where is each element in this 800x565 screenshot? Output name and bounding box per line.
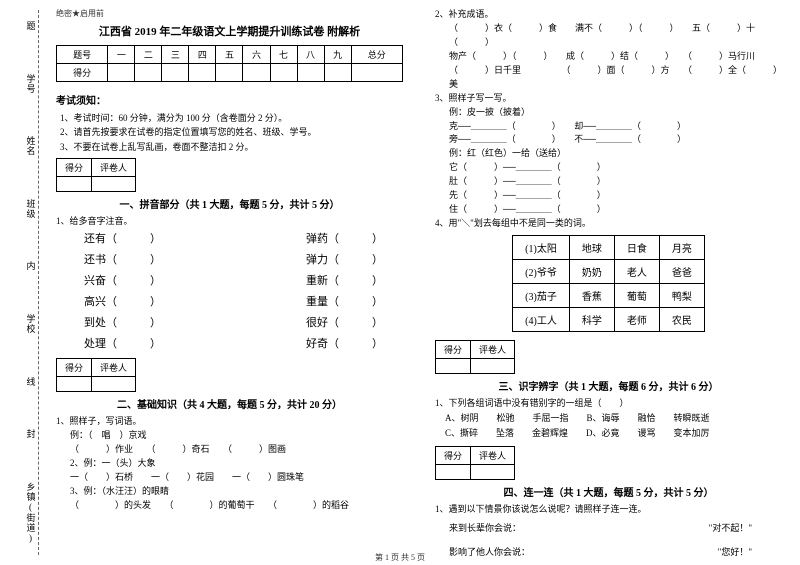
s2-block: 1、照样子，写词语。 例：（ 唱 ）京戏 （ ）作业 （ ）奇石 （ ）图画 2… <box>56 415 403 513</box>
line: 例：红（红色）一给（送给） <box>435 147 782 161</box>
score-table: 题号 一 二 三 四 五 六 七 八 九 总分 得分 <box>56 45 403 82</box>
line: 住（ ）──＿＿＿＿（ ） <box>435 203 782 217</box>
cell: 评卷人 <box>92 159 136 177</box>
match-left: 来到长辈你会说： <box>449 522 521 536</box>
grade-box: 得分评卷人 <box>56 158 403 192</box>
line: 旁──＿＿＿＿（ ） 不──＿＿＿＿（ ） <box>435 133 782 147</box>
cell: 六 <box>243 46 270 64</box>
rail-label: 封 <box>25 429 38 439</box>
line: （ ）作业 （ ）奇石 （ ）图画 <box>56 443 403 457</box>
notice-item: 1、考试时间：60 分钟，满分为 100 分（含卷面分 2 分）。 <box>60 111 403 125</box>
cell: 八 <box>297 46 324 64</box>
cell: 五 <box>216 46 243 64</box>
pinyin-row: 兴奋（ ）重新（ ） <box>56 271 403 292</box>
grade-box: 得分评卷人 <box>435 340 782 374</box>
line: 例：皮一披（披着） <box>435 106 782 120</box>
line: 1、下列各组词语中没有错别字的一组是（ ） <box>435 397 782 411</box>
paper-title: 江西省 2019 年二年级语文上学期提升训练试卷 附解析 <box>56 23 403 39</box>
cell: 七 <box>270 46 297 64</box>
section-1-title: 一、拼音部分（共 1 大题，每题 5 分，共计 5 分） <box>56 196 403 211</box>
pinyin-row: 还书（ ）弹力（ ） <box>56 250 403 271</box>
notice-heading: 考试须知： <box>56 92 403 107</box>
grade-box: 得分评卷人 <box>56 358 403 392</box>
notice-item: 3、不要在试卷上乱写乱画，卷面不整洁扣 2 分。 <box>60 140 403 154</box>
line: 克──＿＿＿＿（ ） 却──＿＿＿＿（ ） <box>435 120 782 134</box>
rail-label: 班级 <box>25 199 38 219</box>
cross-out-table: (1)太阳地球日食月亮 (2)爷爷奶奶老人爸爸 (3)茄子香蕉葡萄鸭梨 (4)工… <box>512 235 705 332</box>
right-column: 2、补充成语。 （ ）衣（ ）食 满不（ ）（ ） 五（ ）十（ ） 物产（ ）… <box>429 8 782 547</box>
line: 例：（ 唱 ）京戏 <box>56 429 403 443</box>
rail-label: 姓名 <box>25 136 38 156</box>
rail-label: 学校 <box>25 314 38 334</box>
rail-label: 线 <box>25 377 38 387</box>
line: （ ）衣（ ）食 满不（ ）（ ） 五（ ）十（ ） <box>435 22 782 50</box>
line: 4、用"＼"划去每组中不是同一类的词。 <box>435 217 782 231</box>
cell: 题号 <box>57 46 108 64</box>
rail-label: 学号 <box>25 74 38 94</box>
line: 1、遇到以下情景你该说怎么说呢？请照样子连一连。 <box>435 503 782 517</box>
rail-label: 内 <box>25 261 38 271</box>
table-row: (1)太阳地球日食月亮 <box>513 236 705 260</box>
table-row: 题号 一 二 三 四 五 六 七 八 九 总分 <box>57 46 403 64</box>
s3-block: 1、下列各组词语中没有错别字的一组是（ ） A、树阴 松驰 手屈一指 B、诲辱 … <box>435 397 782 442</box>
section-4-title: 四、连一连（共 1 大题，每题 5 分，共计 5 分） <box>435 484 782 499</box>
rail-label: 乡镇(街道) <box>25 482 38 544</box>
binding-rail: 题 学号 姓名 班级 内 学校 线 封 乡镇(街道) <box>18 0 44 565</box>
line: 2、例：一（头）大象 <box>56 457 403 471</box>
cell: 三 <box>162 46 189 64</box>
pinyin-row: 处理（ ）好奇（ ） <box>56 334 403 355</box>
cell: 九 <box>324 46 351 64</box>
cell: 二 <box>135 46 162 64</box>
pinyin-row: 高兴（ ）重量（ ） <box>56 292 403 313</box>
s1-q: 1、给多音字注音。 <box>56 215 403 229</box>
choice-line: C、撕碎 坠落 金碧辉煌 D、必竟 谩骂 变本加厉 <box>435 426 782 441</box>
notice-item: 2、请首先按要求在试卷的指定位置填写您的姓名、班级、学号。 <box>60 125 403 139</box>
grade-box: 得分评卷人 <box>435 446 782 480</box>
line: 先（ ）──＿＿＿＿（ ） <box>435 189 782 203</box>
table-row: 得分 <box>57 64 403 82</box>
line: 3、例：（水汪汪）的眼睛 <box>56 485 403 499</box>
line: （ ）的头发 （ ）的葡萄干 （ ）的稻谷 <box>56 499 403 513</box>
pinyin-row: 到处（ ）很好（ ） <box>56 313 403 334</box>
table-row: (2)爷爷奶奶老人爸爸 <box>513 260 705 284</box>
secret-mark: 绝密★启用前 <box>56 8 403 19</box>
binding-line <box>38 10 39 555</box>
choice-line: A、树阴 松驰 手屈一指 B、诲辱 融恰 转瞬既逝 <box>435 411 782 426</box>
line: 它（ ）──＿＿＿＿（ ） <box>435 161 782 175</box>
line: 物产（ ）（ ） 成（ ）结（ ） （ ）马行川 <box>435 50 782 64</box>
section-3-title: 三、识字辨字（共 1 大题，每题 6 分，共计 6 分） <box>435 378 782 393</box>
cell: 得分 <box>57 64 108 82</box>
rail-label: 题 <box>25 21 38 31</box>
line: 1、照样子，写词语。 <box>56 415 403 429</box>
cell: 一 <box>108 46 135 64</box>
left-column: 绝密★启用前 江西省 2019 年二年级语文上学期提升训练试卷 附解析 题号 一… <box>56 8 409 547</box>
sheet: 绝密★启用前 江西省 2019 年二年级语文上学期提升训练试卷 附解析 题号 一… <box>56 8 782 547</box>
line: 肚（ ）──＿＿＿＿（ ） <box>435 175 782 189</box>
page-footer: 第 1 页 共 5 页 <box>0 552 800 563</box>
cell: 总分 <box>351 46 402 64</box>
pinyin-row: 还有（ ）弹药（ ） <box>56 229 403 250</box>
match-row: 来到长辈你会说： "对不起！" <box>435 522 782 536</box>
table-row: (4)工人科学老师农民 <box>513 308 705 332</box>
notice-list: 1、考试时间：60 分钟，满分为 100 分（含卷面分 2 分）。 2、请首先按… <box>60 111 403 154</box>
table-row: (3)茄子香蕉葡萄鸭梨 <box>513 284 705 308</box>
section-2-title: 二、基础知识（共 4 大题，每题 5 分，共计 20 分） <box>56 396 403 411</box>
match-right: "对不起！" <box>709 522 752 536</box>
cell: 四 <box>189 46 216 64</box>
line: 3、照样子写一写。 <box>435 92 782 106</box>
s2-cont: 2、补充成语。 （ ）衣（ ）食 满不（ ）（ ） 五（ ）十（ ） 物产（ ）… <box>435 8 782 231</box>
line: （ ）日千里 （ ）面（ ）方 （ ）全（ ）美 <box>435 64 782 92</box>
line: 一（ ）石桥 一（ ）花园 一（ ）圆珠笔 <box>56 471 403 485</box>
cell: 得分 <box>57 159 92 177</box>
line: 2、补充成语。 <box>435 8 782 22</box>
